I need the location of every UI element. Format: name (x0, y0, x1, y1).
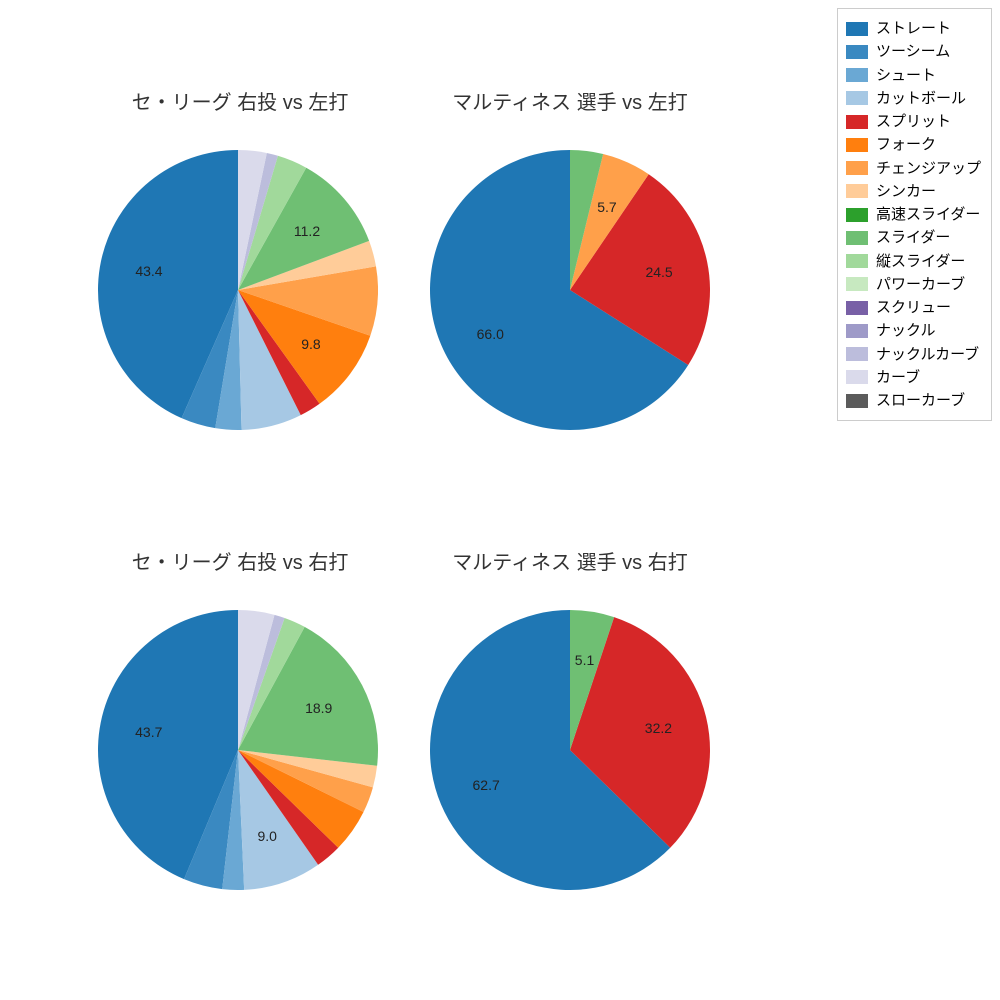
legend-item: スクリュー (846, 296, 981, 319)
pie-slice-label: 43.4 (135, 263, 162, 279)
legend-swatch (846, 45, 868, 59)
chart-title: マルティネス 選手 vs 左打 (410, 86, 730, 115)
pie-slice-label: 5.1 (575, 652, 594, 668)
legend-swatch (846, 161, 868, 175)
legend-label: チェンジアップ (876, 157, 981, 180)
legend-swatch (846, 115, 868, 129)
legend-swatch (846, 394, 868, 408)
legend-item: 高速スライダー (846, 203, 981, 226)
legend-item: スローカーブ (846, 389, 981, 412)
legend-label: ストレート (876, 17, 951, 40)
pie-slice-label: 43.7 (135, 724, 162, 740)
legend-swatch (846, 208, 868, 222)
pie-slice-label: 18.9 (305, 700, 332, 716)
pie-svg (430, 150, 710, 430)
chart-title: セ・リーグ 右投 vs 右打 (80, 546, 400, 575)
pie-slice-label: 62.7 (473, 777, 500, 793)
chart-title: マルティネス 選手 vs 右打 (410, 546, 730, 575)
legend-label: ツーシーム (876, 40, 950, 63)
legend-label: ナックルカーブ (876, 343, 979, 366)
legend-swatch (846, 231, 868, 245)
legend-swatch (846, 277, 868, 291)
legend-swatch (846, 22, 868, 36)
legend-label: パワーカーブ (876, 273, 965, 296)
legend: ストレートツーシームシュートカットボールスプリットフォークチェンジアップシンカー… (837, 8, 992, 421)
legend-item: ナックルカーブ (846, 343, 981, 366)
legend-swatch (846, 184, 868, 198)
legend-swatch (846, 301, 868, 315)
legend-label: 高速スライダー (876, 203, 980, 226)
legend-label: 縦スライダー (876, 250, 965, 273)
chart-grid: セ・リーグ 右投 vs 左打マルティネス 選手 vs 左打セ・リーグ 右投 vs… (0, 0, 1000, 1000)
legend-swatch (846, 347, 868, 361)
pie-slice-label: 9.0 (257, 828, 276, 844)
legend-item: ストレート (846, 17, 981, 40)
legend-label: ナックル (876, 319, 936, 342)
legend-label: スクリュー (876, 296, 951, 319)
pie-svg (98, 610, 378, 890)
pie-slice-label: 66.0 (477, 326, 504, 342)
pie-chart: 62.7 32.2 5.1 (430, 610, 710, 890)
legend-item: スライダー (846, 226, 981, 249)
legend-label: スプリット (876, 110, 951, 133)
legend-label: スライダー (876, 226, 950, 249)
pie-chart: 43.4 9.8 11.2 (98, 150, 378, 430)
pie-slice-label: 9.8 (301, 336, 320, 352)
pie-svg (430, 610, 710, 890)
legend-item: スプリット (846, 110, 981, 133)
legend-item: 縦スライダー (846, 250, 981, 273)
pie-chart: 66.0 24.5 5.7 (430, 150, 710, 430)
legend-swatch (846, 68, 868, 82)
legend-item: ナックル (846, 319, 981, 342)
legend-swatch (846, 324, 868, 338)
pie-slice-label: 32.2 (645, 720, 672, 736)
legend-label: シュート (876, 64, 936, 87)
legend-item: チェンジアップ (846, 157, 981, 180)
legend-item: シュート (846, 64, 981, 87)
legend-swatch (846, 254, 868, 268)
legend-label: カーブ (876, 366, 920, 389)
legend-swatch (846, 370, 868, 384)
pie-svg (98, 150, 378, 430)
legend-item: カットボール (846, 87, 981, 110)
legend-label: シンカー (876, 180, 936, 203)
legend-item: カーブ (846, 366, 981, 389)
legend-swatch (846, 91, 868, 105)
pie-slice-label: 5.7 (597, 199, 616, 215)
pie-slice-label: 24.5 (645, 264, 672, 280)
legend-item: パワーカーブ (846, 273, 981, 296)
legend-item: シンカー (846, 180, 981, 203)
legend-swatch (846, 138, 868, 152)
legend-label: スローカーブ (876, 389, 965, 412)
legend-item: ツーシーム (846, 40, 981, 63)
legend-label: フォーク (876, 133, 936, 156)
legend-item: フォーク (846, 133, 981, 156)
pie-slice-label: 11.2 (294, 223, 320, 239)
pie-chart: 43.7 9.0 18.9 (98, 610, 378, 890)
chart-title: セ・リーグ 右投 vs 左打 (80, 86, 400, 115)
legend-label: カットボール (876, 87, 966, 110)
